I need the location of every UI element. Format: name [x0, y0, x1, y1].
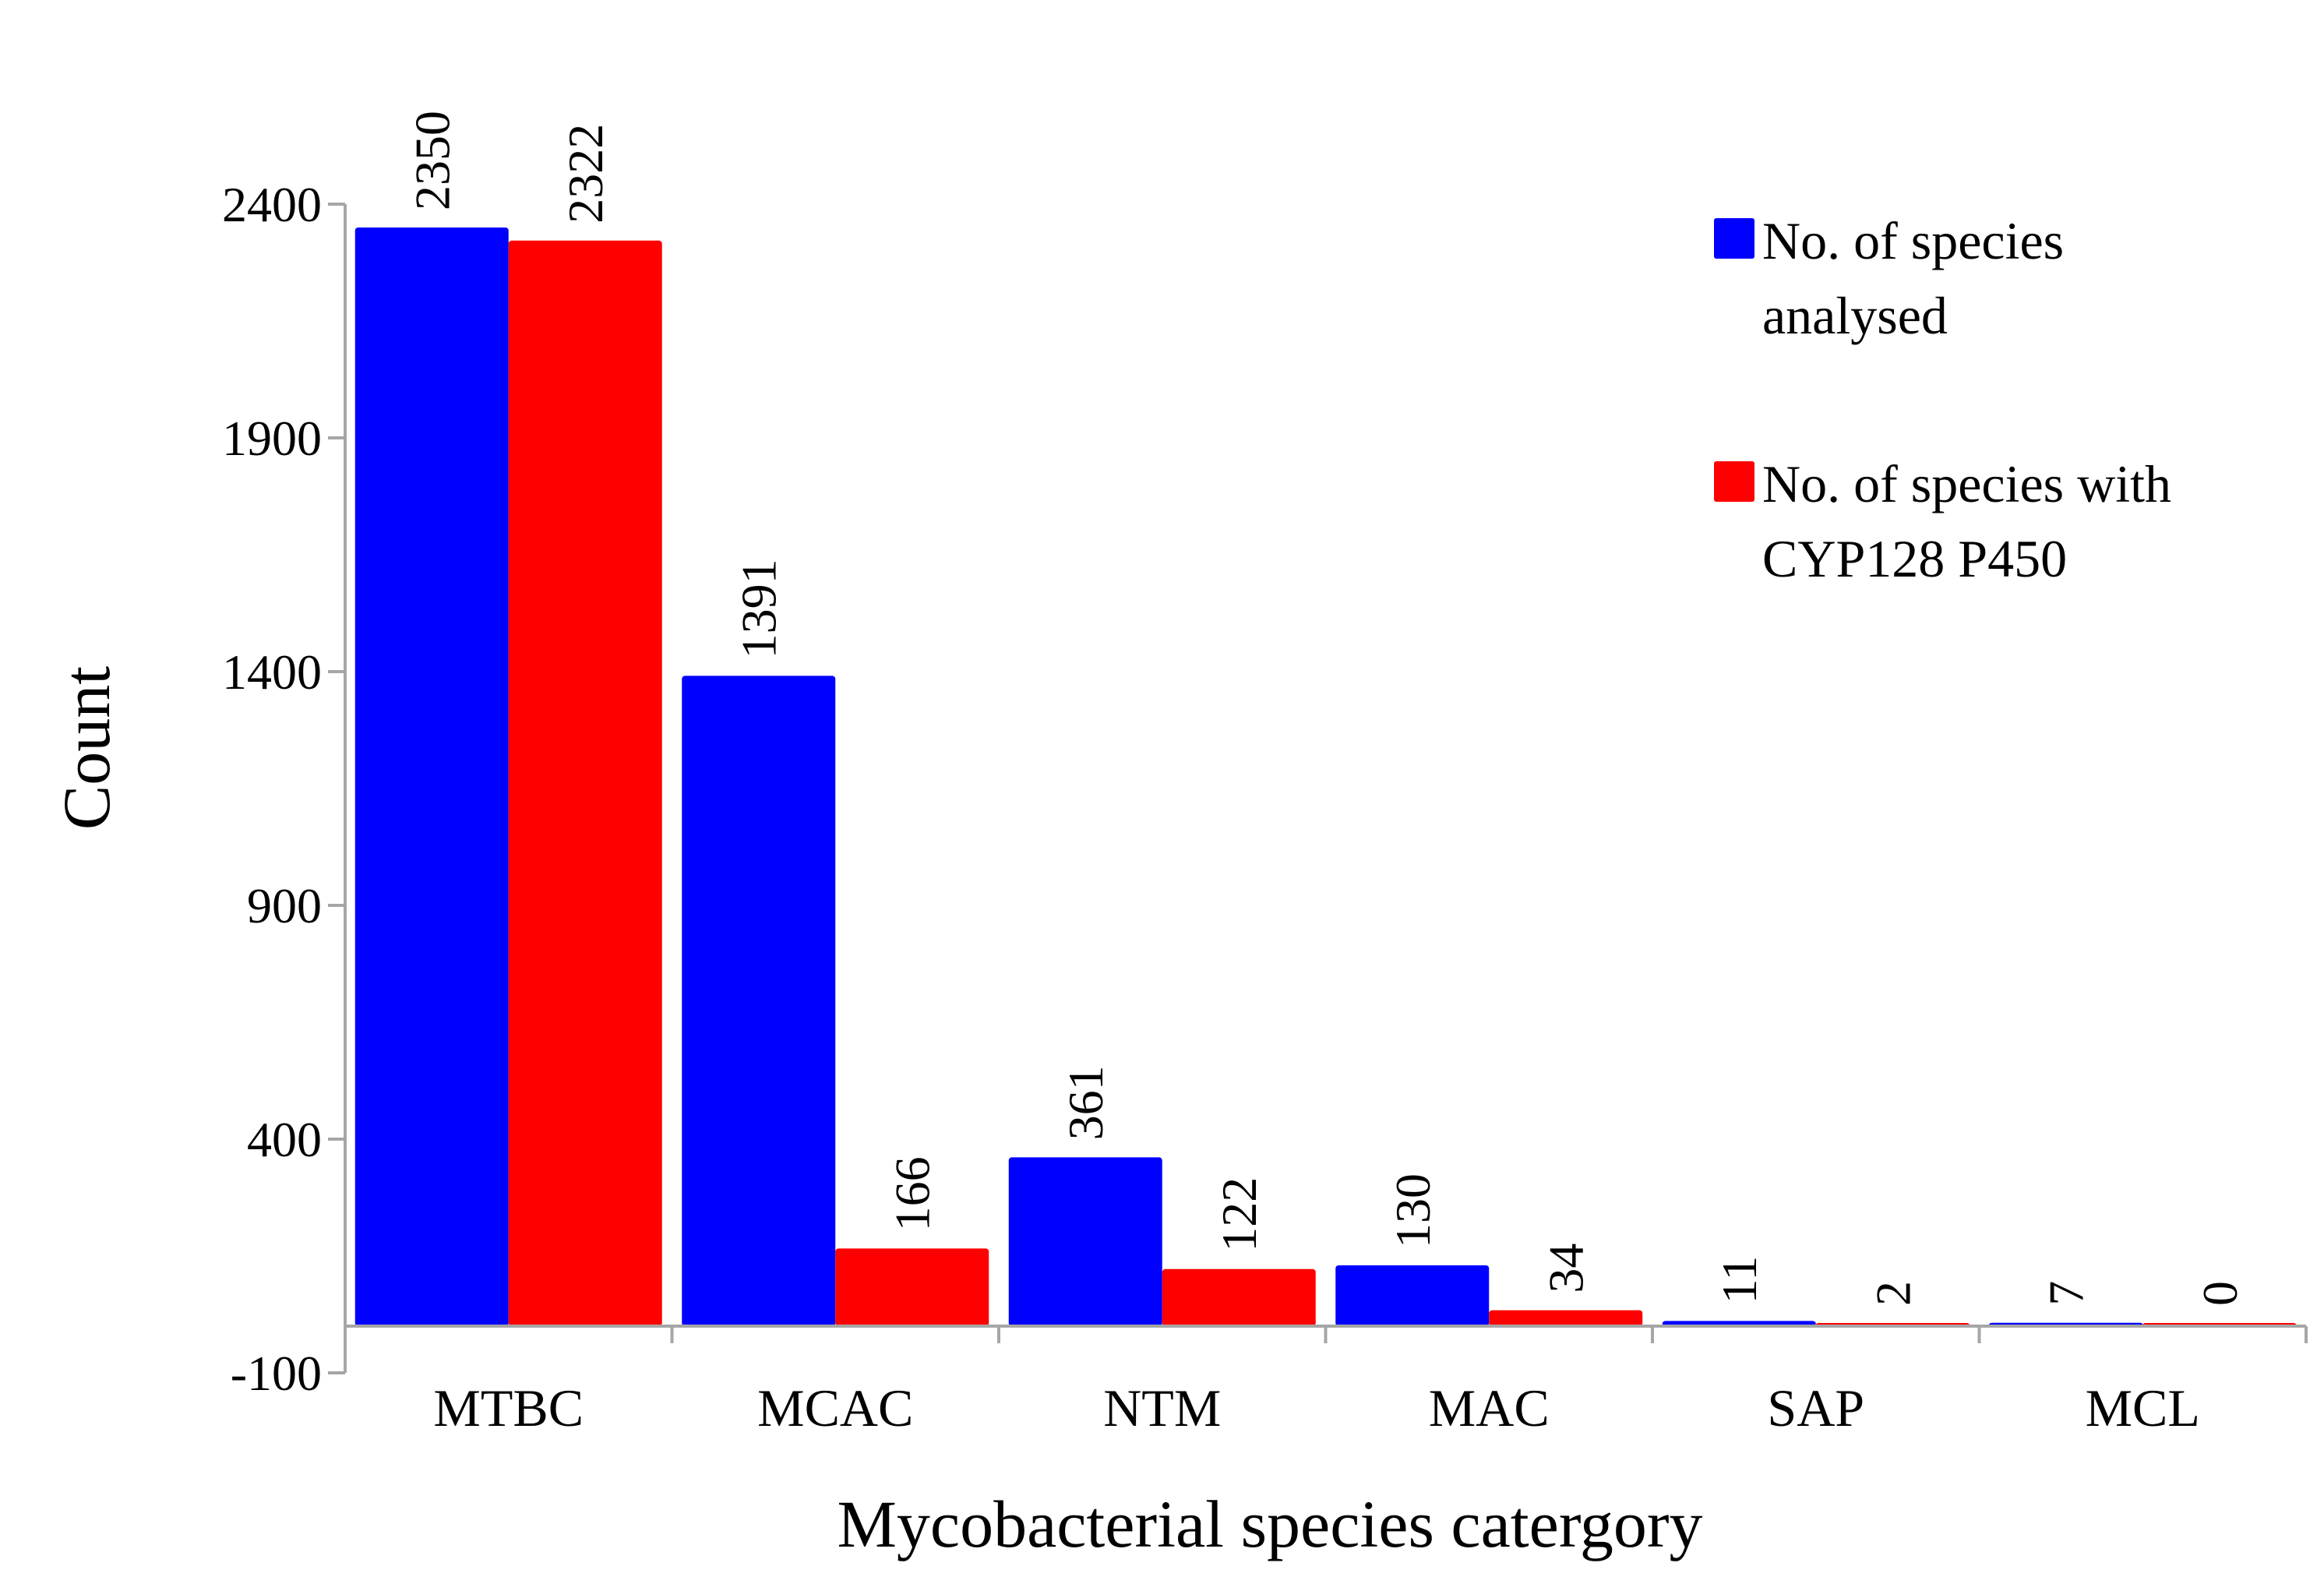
bar-ntm-series-1 [1008, 1157, 1162, 1326]
x-category-label: MAC [1429, 1378, 1550, 1438]
bar-mcac-series-1 [682, 676, 836, 1326]
legend: No. of species analysed No. of species wit… [1714, 211, 2171, 588]
data-label: 1391 [732, 559, 787, 658]
bar-mtbc-series-1 [354, 228, 509, 1326]
x-category-label: SAP [1767, 1378, 1864, 1438]
bars-layer [354, 228, 2297, 1326]
y-tick-label: 1400 [222, 644, 322, 700]
bar-mac-series-2 [1489, 1310, 1643, 1326]
legend-label: CYP128 P450 [1762, 529, 2067, 588]
y-tick-label: 400 [247, 1112, 322, 1167]
labels-layer: 2400 1900 1400 900 400 -100 2350 2322 MTBC 1391 16… [222, 111, 2308, 1438]
x-category-label: MTBC [433, 1378, 584, 1438]
y-tick-label: -100 [231, 1346, 322, 1401]
data-label: 2350 [404, 111, 460, 210]
data-label: 34 [1539, 1244, 1594, 1293]
x-axis-title: Mycobacterial species catergory [837, 1487, 1702, 1561]
bar-mac-series-1 [1335, 1265, 1490, 1326]
data-label: 166 [885, 1156, 940, 1231]
data-label: 122 [1211, 1177, 1267, 1252]
data-label: 7 [2039, 1281, 2094, 1306]
x-category-label: NTM [1103, 1378, 1221, 1438]
data-label: 11 [1712, 1256, 1767, 1304]
legend-swatch [1714, 218, 1754, 259]
bar-ntm-series-2 [1162, 1268, 1316, 1326]
x-category-label: MCL [2086, 1378, 2200, 1438]
bar-mcac-series-2 [835, 1248, 989, 1326]
legend-label: No. of species with [1762, 454, 2171, 513]
y-tick-label: 900 [247, 878, 322, 933]
data-label: 2322 [558, 124, 613, 224]
data-label: 361 [1058, 1065, 1113, 1140]
y-tick-label: 1900 [222, 411, 322, 466]
data-label: 2 [1865, 1281, 1920, 1306]
legend-label: analysed [1762, 286, 1948, 345]
bar-mtbc-series-2 [508, 240, 662, 1326]
data-label: 130 [1385, 1173, 1441, 1248]
data-label: 0 [2192, 1281, 2248, 1306]
legend-swatch [1714, 461, 1754, 502]
y-axis-title: Count [49, 666, 124, 830]
y-tick-label: 2400 [222, 177, 322, 232]
legend-label: No. of species [1762, 211, 2064, 270]
x-category-label: MCAC [757, 1378, 913, 1438]
